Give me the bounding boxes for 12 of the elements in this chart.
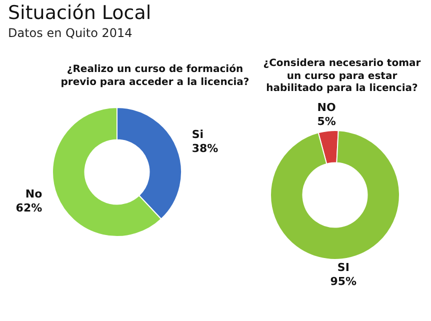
data-label: 5%	[317, 114, 336, 128]
chart-title: ¿Considera necesario tomar un curso para estar habilitado para la licencia?	[262, 58, 422, 96]
slice-label: Si	[192, 128, 204, 142]
chart-title: ¿Realizo un curso de formación previo para acceder a la licencia?	[60, 64, 250, 89]
text: Situación Local	[8, 2, 152, 24]
slice-label: SI	[337, 260, 350, 274]
data-label: 38%	[192, 142, 218, 156]
data-label: 62%	[16, 201, 42, 214]
slice-label: NO	[317, 100, 336, 114]
text: Datos en Quito 2014	[8, 26, 134, 40]
slice-label: No	[25, 187, 43, 200]
data-label: 95%	[330, 274, 357, 288]
